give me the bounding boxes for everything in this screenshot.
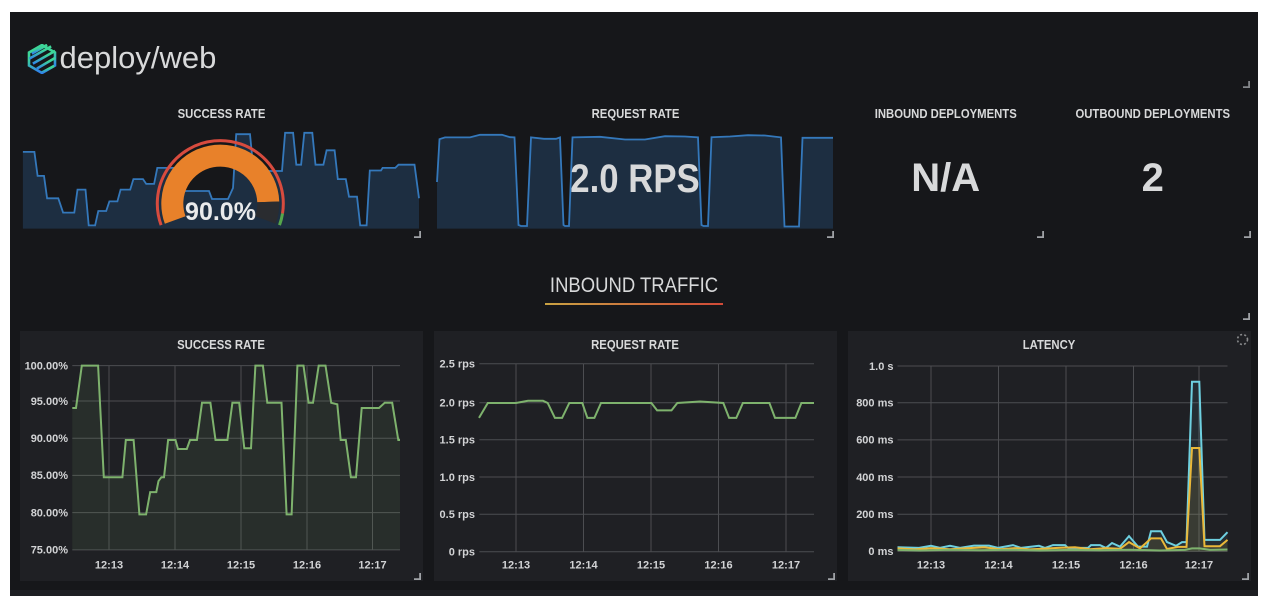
svg-text:12:14: 12:14	[569, 559, 598, 571]
svg-text:600 ms: 600 ms	[856, 434, 893, 446]
svg-text:1.5 rps: 1.5 rps	[440, 434, 475, 446]
svg-text:12:16: 12:16	[1119, 559, 1147, 571]
svg-text:12:13: 12:13	[502, 559, 530, 571]
svg-text:80.00%: 80.00%	[31, 507, 69, 519]
svg-text:400 ms: 400 ms	[856, 471, 893, 483]
svg-text:2.0 rps: 2.0 rps	[440, 397, 475, 409]
svg-text:12:13: 12:13	[95, 559, 123, 571]
svg-text:12:15: 12:15	[227, 559, 255, 571]
svg-text:75.00%: 75.00%	[31, 544, 69, 556]
svg-text:12:14: 12:14	[161, 559, 190, 571]
svg-text:800 ms: 800 ms	[856, 397, 893, 409]
svg-text:100.00%: 100.00%	[25, 360, 69, 372]
svg-text:85.00%: 85.00%	[31, 470, 69, 482]
svg-text:0 rps: 0 rps	[449, 546, 475, 558]
svg-text:90.00%: 90.00%	[31, 433, 69, 445]
svg-text:12:16: 12:16	[293, 559, 321, 571]
svg-text:12:17: 12:17	[358, 559, 386, 571]
svg-text:12:17: 12:17	[1185, 559, 1213, 571]
svg-text:12:14: 12:14	[984, 559, 1013, 571]
svg-text:12:17: 12:17	[772, 559, 800, 571]
svg-text:12:15: 12:15	[637, 559, 665, 571]
svg-text:2.5 rps: 2.5 rps	[440, 358, 475, 370]
svg-text:95.00%: 95.00%	[31, 395, 69, 407]
svg-text:0.5 rps: 0.5 rps	[440, 509, 475, 521]
svg-text:0 ms: 0 ms	[868, 546, 893, 558]
svg-text:12:15: 12:15	[1052, 559, 1080, 571]
svg-text:1.0 s: 1.0 s	[869, 360, 893, 372]
svg-text:1.0 rps: 1.0 rps	[440, 471, 475, 483]
svg-text:200 ms: 200 ms	[856, 509, 893, 521]
svg-text:12:13: 12:13	[917, 559, 945, 571]
svg-text:12:16: 12:16	[704, 559, 732, 571]
